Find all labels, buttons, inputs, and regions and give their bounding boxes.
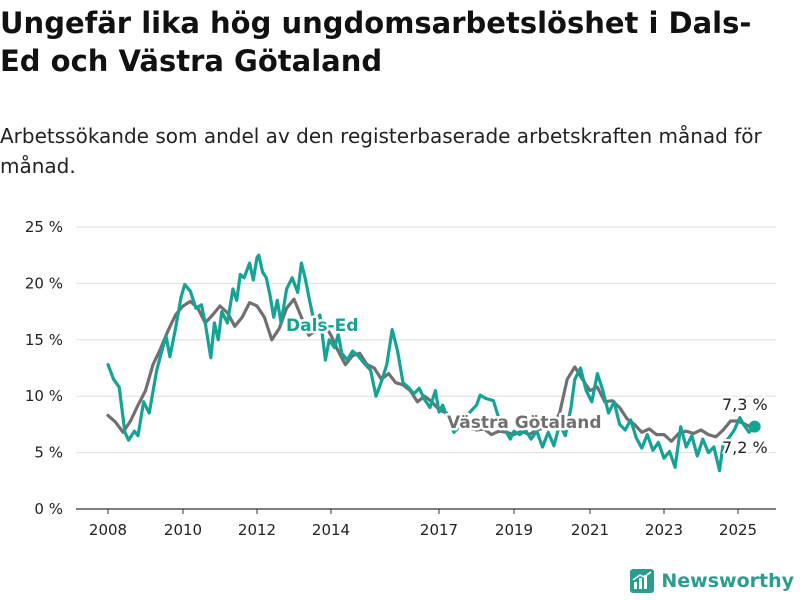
x-tick-label: 2008 — [89, 521, 127, 539]
y-tick-label: 10 % — [25, 387, 63, 405]
x-tick-label: 2014 — [312, 521, 350, 539]
y-tick-label: 5 % — [34, 444, 63, 462]
series-label-dals-ed-halo: Dals-Ed — [286, 316, 358, 336]
x-tick-label: 2021 — [571, 521, 609, 539]
newsworthy-icon — [630, 569, 655, 593]
end-label-dals-ed-halo: 7,3 % — [722, 395, 768, 414]
end-point-marker — [748, 420, 761, 433]
end-label-vastra-gotaland: 7,2 % — [722, 438, 768, 457]
axes: 0 % 5 % 10 % 15 % 20 % 25 % 2008 2010 2012 2014 20… — [25, 218, 776, 539]
brand-name: Newsworthy — [661, 570, 794, 592]
series-line-v-stra-g-taland — [106, 297, 755, 443]
x-tick-label: 2010 — [164, 521, 202, 539]
chart-title: Ungefär lika hög ungdomsarbetslöshet i D… — [0, 6, 752, 78]
gridlines — [76, 226, 776, 454]
x-tick-label: 2012 — [238, 521, 276, 539]
brand-logo: Newsworthy — [629, 568, 794, 594]
end-label-dals-ed: 7,3 % — [722, 395, 768, 414]
x-tick-label: 2023 — [645, 521, 683, 539]
x-tick-label: 2025 — [719, 521, 757, 539]
chart-subtitle: Arbetssökande som andel av den registerb… — [0, 124, 762, 178]
y-tick-label: 20 % — [25, 274, 63, 292]
x-tick-label: 2019 — [495, 521, 533, 539]
y-tick-label: 25 % — [25, 218, 63, 236]
series-label-dals-ed: Dals-Ed — [286, 316, 358, 336]
series-lines — [106, 253, 761, 473]
x-tick-label: 2017 — [420, 521, 458, 539]
series-label-vastra-gotaland-halo: Västra Götaland — [447, 413, 602, 433]
series-line-dals-ed — [106, 253, 757, 473]
y-tick-label: 0 % — [34, 500, 63, 518]
series-label-vastra-gotaland: Västra Götaland — [447, 413, 602, 433]
y-tick-label: 15 % — [25, 331, 63, 349]
end-label-vastra-gotaland-halo: 7,2 % — [722, 438, 768, 457]
